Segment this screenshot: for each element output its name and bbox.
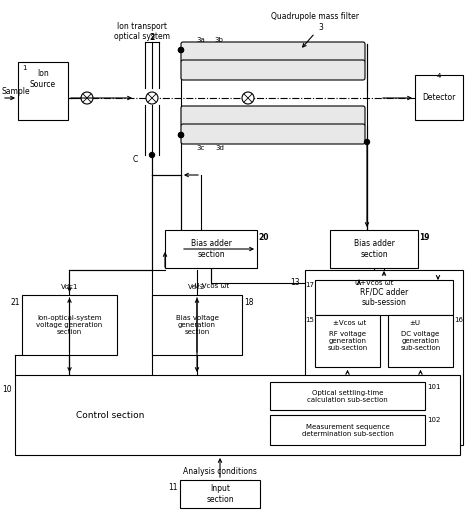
Text: 102: 102 <box>427 417 440 423</box>
Text: RF/DC adder
sub-session: RF/DC adder sub-session <box>360 288 408 307</box>
FancyBboxPatch shape <box>22 295 117 355</box>
Text: 3a: 3a <box>196 37 205 43</box>
Text: DC voltage
generation
sub-section: DC voltage generation sub-section <box>401 331 441 351</box>
Text: Analysis conditions: Analysis conditions <box>183 467 257 476</box>
Circle shape <box>81 92 93 104</box>
FancyBboxPatch shape <box>315 315 380 367</box>
Circle shape <box>179 133 183 137</box>
Text: 16: 16 <box>454 317 463 323</box>
Text: Bias adder
section: Bias adder section <box>354 239 394 259</box>
Text: 10: 10 <box>2 385 12 394</box>
Circle shape <box>149 153 155 157</box>
FancyBboxPatch shape <box>415 75 463 120</box>
Text: ±Vcos ωt: ±Vcos ωt <box>333 320 366 326</box>
Text: Detector: Detector <box>422 93 456 103</box>
FancyBboxPatch shape <box>388 315 453 367</box>
Text: Vdc1: Vdc1 <box>61 284 78 290</box>
FancyBboxPatch shape <box>181 124 365 144</box>
Text: Optical settling-time
calculation sub-section: Optical settling-time calculation sub-se… <box>307 390 388 402</box>
Text: 21: 21 <box>10 298 20 307</box>
Text: U+Vcos ωt: U+Vcos ωt <box>355 280 393 286</box>
FancyBboxPatch shape <box>270 382 425 410</box>
FancyBboxPatch shape <box>15 375 460 455</box>
Text: Sample: Sample <box>1 88 29 96</box>
FancyBboxPatch shape <box>18 62 68 120</box>
Text: 11: 11 <box>168 483 178 492</box>
Text: Quadrupole mass filter: Quadrupole mass filter <box>271 12 359 21</box>
FancyBboxPatch shape <box>330 230 418 268</box>
FancyBboxPatch shape <box>315 280 453 315</box>
Text: Measurement sequence
determination sub-section: Measurement sequence determination sub-s… <box>301 424 393 437</box>
Text: Bias adder
section: Bias adder section <box>191 239 231 259</box>
FancyBboxPatch shape <box>152 295 242 355</box>
Text: ±U: ±U <box>410 320 420 326</box>
Text: 4: 4 <box>437 73 441 79</box>
Text: 3: 3 <box>318 24 323 33</box>
Text: Ion transport
optical system: Ion transport optical system <box>114 22 170 41</box>
FancyBboxPatch shape <box>165 230 257 268</box>
Text: 13: 13 <box>291 278 300 287</box>
Circle shape <box>365 139 370 144</box>
Text: 1: 1 <box>22 65 27 71</box>
Circle shape <box>242 92 254 104</box>
Text: 101: 101 <box>427 384 440 390</box>
Text: 17: 17 <box>305 282 314 288</box>
Circle shape <box>146 92 158 104</box>
Text: 3d: 3d <box>215 145 224 151</box>
Text: 3c: 3c <box>196 145 204 151</box>
Text: 2: 2 <box>149 33 155 41</box>
Circle shape <box>179 47 183 53</box>
Circle shape <box>179 47 183 53</box>
FancyBboxPatch shape <box>180 480 260 508</box>
Text: 3b: 3b <box>214 37 223 43</box>
Text: Ion-optical-system
voltage generation
section: Ion-optical-system voltage generation se… <box>36 315 103 335</box>
Text: 18: 18 <box>244 298 254 307</box>
Text: 15: 15 <box>305 317 314 323</box>
FancyBboxPatch shape <box>181 60 365 80</box>
Circle shape <box>179 133 183 137</box>
Text: RF voltage
generation
sub-section: RF voltage generation sub-section <box>328 331 368 351</box>
Text: -U-Vcos ωt: -U-Vcos ωt <box>192 283 229 289</box>
FancyBboxPatch shape <box>305 270 463 445</box>
FancyBboxPatch shape <box>181 42 365 62</box>
Text: Control section: Control section <box>76 411 144 420</box>
Text: Bias voltage
generation
section: Bias voltage generation section <box>175 315 219 335</box>
Text: 19: 19 <box>419 233 429 242</box>
FancyBboxPatch shape <box>270 415 425 445</box>
FancyBboxPatch shape <box>181 106 365 126</box>
Text: Input
section: Input section <box>206 485 234 504</box>
Text: Ion
Source: Ion Source <box>30 69 56 89</box>
Text: 20: 20 <box>258 233 268 242</box>
Text: Vdc2: Vdc2 <box>188 284 206 290</box>
Text: C: C <box>132 155 137 165</box>
